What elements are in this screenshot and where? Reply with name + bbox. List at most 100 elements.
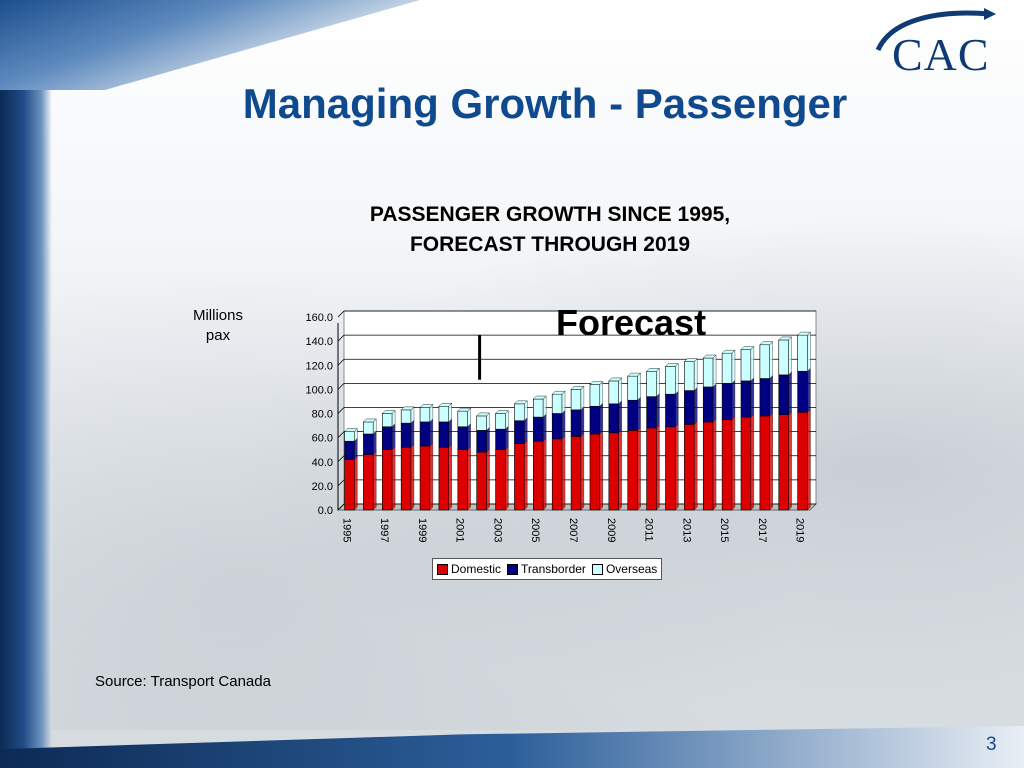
bar-side-transborder-1999 xyxy=(429,418,434,447)
bar-side-domestic-1997 xyxy=(391,446,396,511)
bar-top-2013 xyxy=(683,358,698,362)
bar-side-domestic-2014 xyxy=(712,418,717,511)
bar-overseas-2011 xyxy=(646,370,657,397)
bar-domestic-1996 xyxy=(363,454,374,511)
y-tick-label: 80.0 xyxy=(312,409,333,421)
bar-transborder-2003 xyxy=(495,428,506,450)
bar-top-2019 xyxy=(797,331,811,336)
bar-side-transborder-2005 xyxy=(542,413,547,442)
cac-logo: CAC xyxy=(872,8,1012,80)
bar-side-overseas-2013 xyxy=(693,358,698,392)
bar-transborder-2014 xyxy=(702,386,714,423)
bar-side-overseas-2005 xyxy=(542,395,547,418)
x-tick-label: 2009 xyxy=(605,518,617,542)
y-unit-line-2: pax xyxy=(205,327,231,344)
bar-top-1995 xyxy=(344,428,358,432)
bar-side-domestic-2005 xyxy=(542,437,547,511)
bar-side-transborder-2009 xyxy=(618,400,622,434)
bar-top-2009 xyxy=(608,377,623,382)
bar-overseas-2014 xyxy=(702,357,714,388)
bar-top-2002 xyxy=(476,412,490,417)
bar-overseas-2019 xyxy=(797,334,808,372)
bar-top-2011 xyxy=(646,368,660,372)
bar-transborder-2006 xyxy=(551,413,563,440)
bar-side-domestic-2000 xyxy=(448,443,452,511)
legend-item-overseas: Overseas xyxy=(591,562,657,576)
bar-side-domestic-2015 xyxy=(731,416,736,511)
bar-side-domestic-2011 xyxy=(656,424,660,511)
bar-domestic-2003 xyxy=(495,449,506,511)
x-tick-label: 2003 xyxy=(491,518,503,542)
bar-domestic-1998 xyxy=(400,446,412,511)
legend-swatch-domestic xyxy=(437,563,448,575)
bar-side-domestic-2006 xyxy=(561,435,566,511)
bar-side-domestic-2001 xyxy=(467,446,471,511)
bar-transborder-2002 xyxy=(476,430,487,453)
bar-overseas-2016 xyxy=(740,349,752,382)
gridline-depth xyxy=(337,503,345,511)
bar-side-domestic-2013 xyxy=(693,420,698,511)
bar-transborder-1996 xyxy=(363,433,374,455)
legend-swatch-transborder xyxy=(507,563,519,575)
bar-domestic-2014 xyxy=(702,421,714,511)
bar-side-overseas-2019 xyxy=(807,331,811,372)
bar-overseas-2009 xyxy=(608,380,619,405)
bar-domestic-2005 xyxy=(533,440,544,511)
bar-transborder-2012 xyxy=(665,393,676,428)
gridline-depth xyxy=(337,358,345,366)
bar-domestic-2017 xyxy=(759,415,771,511)
bar-side-domestic-2007 xyxy=(580,432,585,511)
bar-top-2001 xyxy=(457,407,472,412)
bar-domestic-2007 xyxy=(570,436,582,511)
bar-side-transborder-2008 xyxy=(599,402,603,435)
gridline-depth xyxy=(337,334,345,342)
bar-side-transborder-2007 xyxy=(580,406,585,437)
bar-side-overseas-2017 xyxy=(769,341,773,380)
background-left-band xyxy=(0,0,52,768)
x-tick-label: 1999 xyxy=(416,518,428,542)
bar-top-2005 xyxy=(532,395,547,400)
bar-top-1996 xyxy=(362,418,377,423)
bar-transborder-1998 xyxy=(400,422,412,448)
passenger-growth-chart: 0.0 20.0 40.0 60.0 80.0 100.0 120.0 140.0 160.0 1… xyxy=(305,310,818,542)
bar-transborder-2018 xyxy=(778,374,789,416)
bar-domestic-2015 xyxy=(721,419,733,511)
bar-top-2017 xyxy=(759,341,774,345)
bar-domestic-1999 xyxy=(419,445,431,511)
bar-overseas-2003 xyxy=(495,413,506,430)
gridline-depth xyxy=(337,310,345,318)
bar-domestic-2013 xyxy=(684,424,695,511)
bar-transborder-2000 xyxy=(438,421,450,448)
bar-side-transborder-1996 xyxy=(373,430,377,455)
bar-transborder-2015 xyxy=(721,383,733,420)
bar-side-overseas-2016 xyxy=(750,346,755,382)
bar-overseas-1996 xyxy=(363,421,374,435)
bar-side-overseas-2009 xyxy=(618,377,622,405)
bar-overseas-2008 xyxy=(589,384,601,407)
legend-item-domestic: Domestic xyxy=(437,562,501,576)
background-bottom-swoosh xyxy=(0,726,1024,768)
y-tick-label: 60.0 xyxy=(312,433,333,445)
bar-side-overseas-2018 xyxy=(788,336,792,376)
bar-side-overseas-2006 xyxy=(561,390,566,414)
bar-top-2016 xyxy=(740,346,755,350)
bar-side-transborder-2016 xyxy=(750,377,755,418)
bar-side-domestic-2009 xyxy=(618,429,622,511)
bar-transborder-2013 xyxy=(684,390,695,425)
bar-side-transborder-1998 xyxy=(410,419,415,448)
bar-domestic-1997 xyxy=(381,449,393,511)
background-top-swoosh xyxy=(0,0,420,90)
bar-overseas-2000 xyxy=(438,405,450,423)
bar-side-domestic-1998 xyxy=(410,443,415,511)
bar-domestic-2009 xyxy=(608,432,619,511)
bar-transborder-2001 xyxy=(457,426,468,450)
bar-side-domestic-1995 xyxy=(354,455,358,511)
bar-transborder-1999 xyxy=(419,421,431,447)
chart-title: PASSENGER GROWTH SINCE 1995, FORECAST TH… xyxy=(290,200,810,260)
bar-side-domestic-2003 xyxy=(505,446,509,511)
y-tick-label: 120.0 xyxy=(305,360,333,372)
gridline-depth xyxy=(337,407,345,414)
y-axis-unit-label: Millions pax xyxy=(180,306,256,346)
bar-domestic-2006 xyxy=(551,438,563,511)
bar-overseas-2002 xyxy=(476,415,487,431)
